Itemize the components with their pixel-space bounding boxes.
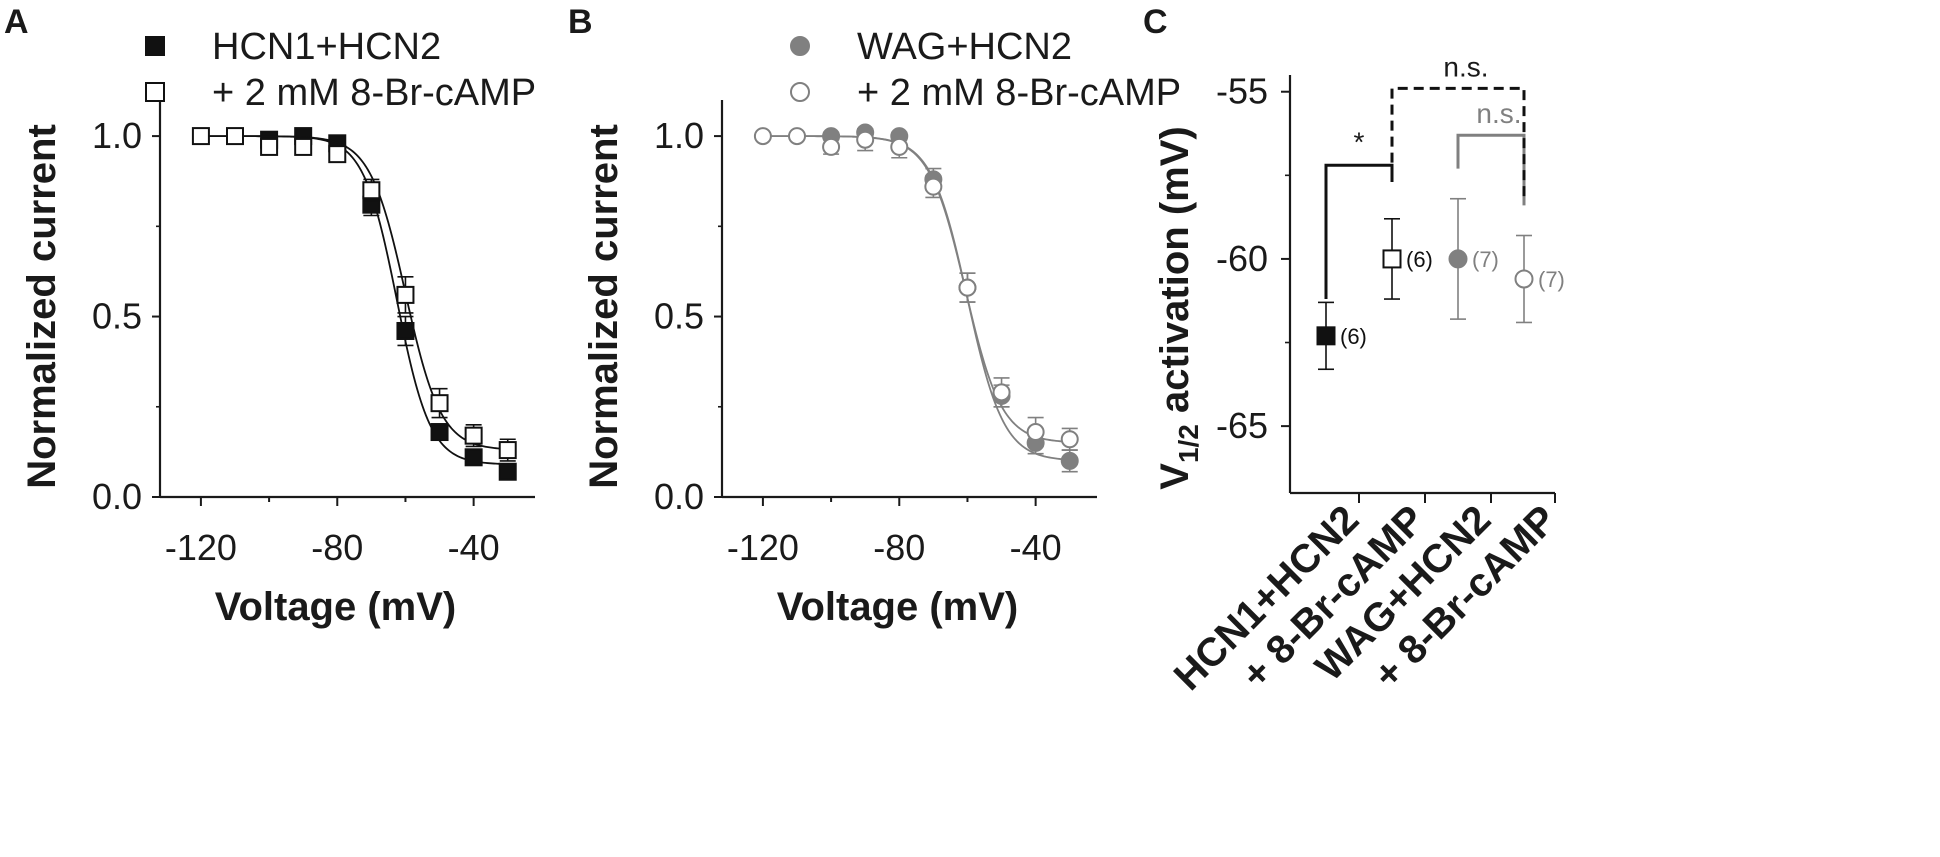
data-point bbox=[464, 448, 483, 467]
fit-curve bbox=[200, 135, 508, 465]
y-tick-label: -60 bbox=[1216, 238, 1268, 279]
x-axis-label: Voltage (mV) bbox=[777, 585, 1019, 629]
n-label: (6) bbox=[1406, 247, 1433, 272]
data-point bbox=[464, 426, 483, 445]
significance-label: n.s. bbox=[1443, 51, 1488, 82]
data-point bbox=[1060, 451, 1079, 470]
data-point bbox=[822, 137, 841, 156]
data-point bbox=[1382, 249, 1402, 269]
y-tick-label: 1.0 bbox=[92, 115, 142, 156]
x-tick-label: -80 bbox=[873, 527, 925, 568]
series-2 bbox=[753, 127, 1079, 451]
legend-marker bbox=[145, 82, 165, 102]
x-tick-label: -80 bbox=[311, 527, 363, 568]
legend-marker bbox=[790, 82, 810, 102]
data-point bbox=[856, 130, 875, 149]
fit-curve bbox=[762, 135, 1070, 443]
y-tick-label: -65 bbox=[1216, 405, 1268, 446]
data-point bbox=[958, 278, 977, 297]
y-tick-label: 0.0 bbox=[654, 476, 704, 517]
legend-marker bbox=[145, 36, 165, 56]
legend-marker bbox=[790, 36, 810, 56]
legend-label: WAG+HCN2 bbox=[857, 26, 1072, 68]
x-tick-label: -40 bbox=[448, 527, 500, 568]
data-point bbox=[226, 127, 244, 146]
series-1 bbox=[762, 123, 1079, 473]
data-point bbox=[294, 137, 313, 156]
data-point bbox=[396, 285, 415, 304]
y-axis-label: Normalized current bbox=[20, 124, 64, 489]
y-axis-label-main: V bbox=[1153, 463, 1197, 490]
panel-b: B 0.0 0.5 1.0 -120 -80 -40 Voltage (mV) Normaliz… bbox=[568, 3, 1181, 629]
significance-label: * bbox=[1354, 126, 1365, 157]
panel-letter: C bbox=[1143, 3, 1168, 41]
legend-label: HCN1+HCN2 bbox=[212, 26, 441, 68]
y-axis-label-rest: activation (mV) bbox=[1153, 126, 1197, 424]
data-point bbox=[1316, 326, 1336, 346]
data-point bbox=[430, 394, 449, 413]
y-tick-label: -55 bbox=[1216, 71, 1268, 112]
n-label: (7) bbox=[1472, 247, 1499, 272]
data-point bbox=[362, 181, 381, 200]
data-point bbox=[924, 177, 943, 196]
data-point bbox=[396, 321, 415, 340]
y-tick-label: 1.0 bbox=[654, 115, 704, 156]
legend-label: + 2 mM 8-Br-cAMP bbox=[212, 72, 536, 114]
data-point bbox=[992, 383, 1011, 402]
data-point bbox=[788, 127, 806, 146]
y-axis-label-subscript: 1/2 bbox=[1173, 424, 1204, 463]
legend-label: + 2 mM 8-Br-cAMP bbox=[857, 72, 1181, 114]
data-point bbox=[1026, 423, 1045, 442]
data-point bbox=[1060, 430, 1079, 449]
data-point bbox=[328, 145, 347, 164]
data-point bbox=[1514, 269, 1534, 289]
significance-bracket bbox=[1390, 86, 1526, 199]
x-tick-label: -120 bbox=[165, 527, 237, 568]
data-point bbox=[498, 441, 517, 460]
y-tick-label: 0.5 bbox=[654, 296, 704, 337]
data-point bbox=[430, 423, 449, 442]
panel-a: A 0.0 0.5 1.0 -120 -80 -40 Voltage (mV) Normaliz… bbox=[4, 3, 536, 629]
fit-curve bbox=[200, 135, 508, 450]
data-point bbox=[260, 137, 279, 156]
data-point bbox=[498, 462, 517, 481]
x-axis-label: Voltage (mV) bbox=[215, 585, 457, 629]
fit-curve bbox=[762, 135, 1070, 461]
significance-bracket bbox=[1324, 163, 1394, 300]
n-label: (6) bbox=[1340, 324, 1367, 349]
x-tick-label: -120 bbox=[727, 527, 799, 568]
y-axis-label: Normalized current bbox=[582, 124, 626, 489]
y-tick-label: 0.5 bbox=[92, 296, 142, 337]
significance-bracket bbox=[1456, 133, 1526, 206]
panel-letter: A bbox=[4, 3, 29, 41]
panel-c: C -55 -60 -65 V1/2 activation (mV) (6) (6) (7) (… bbox=[1143, 3, 1565, 699]
data-point bbox=[191, 127, 210, 146]
data-point bbox=[1448, 249, 1468, 269]
n-label: (7) bbox=[1538, 267, 1565, 292]
y-tick-label: 0.0 bbox=[92, 476, 142, 517]
significance-label: n.s. bbox=[1476, 98, 1521, 129]
series-2 bbox=[191, 127, 517, 462]
y-axis-label: V1/2 activation (mV) bbox=[1153, 126, 1204, 489]
panel-letter: B bbox=[568, 3, 593, 41]
x-tick-label: -40 bbox=[1010, 527, 1062, 568]
data-point bbox=[753, 127, 772, 146]
data-point bbox=[890, 137, 909, 156]
